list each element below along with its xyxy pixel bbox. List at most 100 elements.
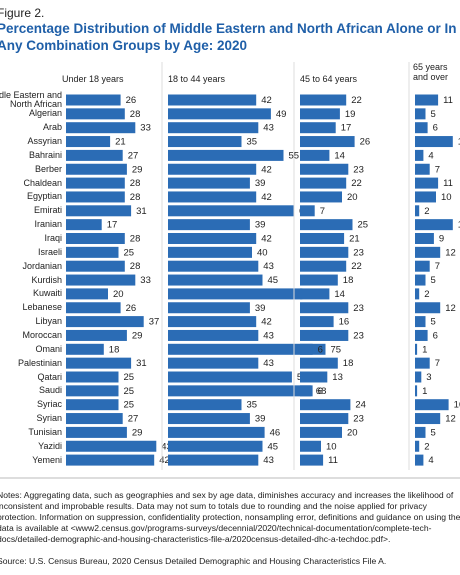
bar (300, 426, 342, 438)
value-label: 3 (426, 372, 431, 383)
bar (415, 316, 426, 328)
bar (415, 288, 420, 300)
value-label: 39 (255, 220, 266, 231)
value-label: 42 (261, 192, 272, 203)
bar (168, 343, 326, 355)
value-label: 24 (355, 400, 366, 411)
bar (415, 357, 430, 369)
category-label: Syriac (36, 399, 62, 410)
bar (168, 454, 259, 466)
value-label: 20 (347, 427, 358, 438)
bar (415, 149, 424, 161)
panel-header: Under 18 years (62, 74, 124, 84)
bar (168, 413, 250, 425)
value-label: 16 (339, 317, 350, 328)
bar (168, 440, 263, 452)
value-label: 29 (132, 164, 143, 175)
value-label: 29 (132, 427, 143, 438)
bar (168, 191, 257, 203)
value-label: 9 (439, 234, 444, 245)
value-label: 42 (261, 164, 272, 175)
value-label: 75 (331, 344, 342, 355)
value-label: 42 (261, 317, 272, 328)
category-label: Kuwaiti (32, 288, 62, 299)
bar (66, 246, 119, 258)
value-label: 27 (128, 150, 139, 161)
value-label: 26 (126, 303, 137, 314)
value-label: 35 (247, 137, 258, 148)
bar (168, 108, 271, 120)
value-label: 23 (353, 164, 364, 175)
category-label: Qatari (37, 371, 62, 382)
value-label: 28 (130, 192, 141, 203)
value-label: 16 (454, 400, 460, 411)
bar (415, 426, 426, 438)
bar (168, 288, 303, 300)
bar (415, 440, 420, 452)
bar (66, 302, 121, 314)
value-label: 43 (263, 330, 274, 341)
value-label: 27 (128, 414, 139, 425)
bar (300, 205, 315, 217)
value-label: 23 (353, 414, 364, 425)
bar (168, 122, 259, 134)
value-label: 6 (433, 330, 438, 341)
bar (415, 136, 453, 148)
bar (415, 274, 426, 286)
bar (300, 413, 349, 425)
value-label: 25 (124, 247, 135, 258)
bar (415, 329, 428, 341)
value-label: 18 (343, 275, 354, 286)
value-label: 37 (149, 317, 160, 328)
value-label: 68 (316, 386, 327, 397)
bar (66, 177, 125, 189)
bar (300, 177, 347, 189)
value-label: 20 (113, 289, 124, 300)
bar (66, 260, 125, 272)
value-label: 42 (159, 455, 170, 466)
value-label: 6 (318, 386, 323, 397)
value-label: 14 (334, 289, 345, 300)
category-label: Lebanese (22, 302, 62, 313)
bar (415, 371, 422, 383)
value-label: 22 (351, 178, 362, 189)
value-label: 4 (428, 455, 433, 466)
bar (168, 219, 250, 231)
bar (300, 246, 349, 258)
value-label: 18 (458, 137, 460, 148)
category-label: Assyrian (27, 136, 62, 147)
bar (168, 371, 292, 383)
value-label: 18 (109, 344, 120, 355)
category-label: Jordanian (22, 260, 62, 271)
value-label: 35 (247, 400, 258, 411)
bar (168, 260, 259, 272)
value-label: 25 (124, 400, 135, 411)
bar (415, 454, 424, 466)
value-label: 33 (140, 275, 151, 286)
bar (168, 329, 259, 341)
notes: Notes: Aggregating data, such as geograp… (0, 490, 460, 544)
value-label: 39 (255, 414, 266, 425)
bar (300, 288, 330, 300)
bar (300, 233, 345, 244)
value-label: 49 (276, 109, 287, 120)
bar (300, 136, 355, 148)
category-label: Moroccan (22, 329, 62, 340)
value-label: 42 (261, 234, 272, 245)
value-label: 45 (268, 441, 279, 452)
chart-title: Percentage Distribution of Middle Easter… (0, 21, 457, 53)
value-label: 46 (270, 427, 281, 438)
value-label: 6 (318, 344, 323, 355)
value-label: 17 (107, 220, 118, 231)
bar (66, 94, 121, 106)
bar (66, 343, 104, 355)
value-label: 43 (263, 358, 274, 369)
value-label: 43 (263, 261, 274, 272)
category-label: Israeli (37, 246, 62, 257)
bar (300, 274, 338, 286)
bar (66, 329, 127, 341)
value-label: 25 (124, 372, 135, 383)
bar (66, 288, 108, 300)
value-label: 7 (435, 261, 440, 272)
